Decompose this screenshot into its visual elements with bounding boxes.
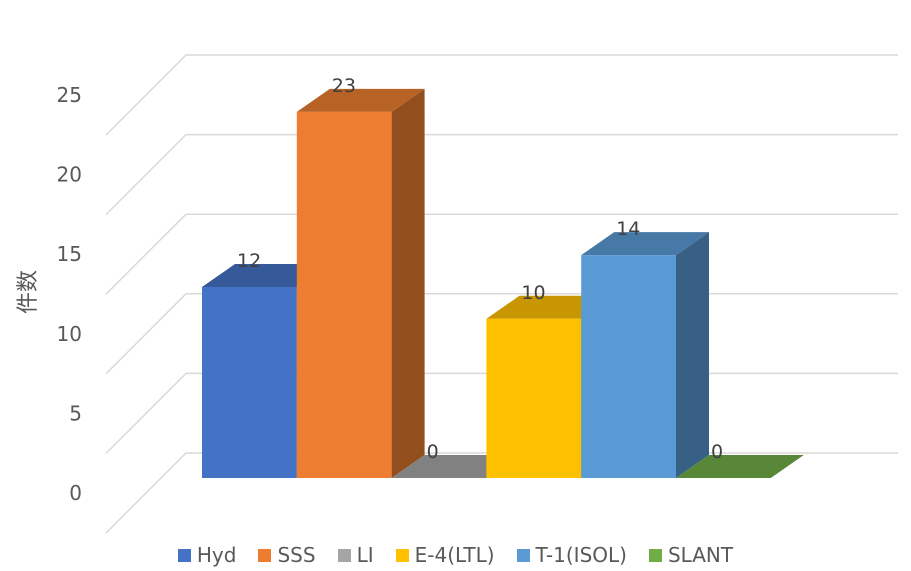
data-label: 10	[521, 282, 545, 304]
legend-item: E-4(LTL)	[395, 541, 495, 569]
data-label: 0	[427, 441, 439, 463]
legend-item: SSS	[258, 541, 316, 569]
y-tick-label: 10	[57, 322, 82, 346]
bar-front	[202, 286, 297, 478]
data-label: 12	[237, 250, 261, 272]
y-tick-label: 5	[69, 401, 82, 425]
data-label: 23	[332, 75, 356, 97]
legend-swatch	[395, 548, 409, 562]
legend-item: T-1(ISOL)	[516, 541, 627, 569]
bar-top	[296, 88, 425, 112]
legend-item: LI	[337, 541, 374, 569]
y-tick-label: 20	[57, 163, 82, 187]
y-tick-label: 0	[69, 481, 82, 505]
legend-item: Hyd	[177, 541, 237, 569]
legend-swatch	[516, 548, 530, 562]
bar-side	[391, 88, 425, 478]
legend: Hyd SSS LI E-4(LTL) T-1(ISOL) SLANT	[0, 541, 911, 569]
gridline-diagonal	[105, 213, 187, 295]
bars	[202, 88, 804, 478]
legend-label: LI	[356, 543, 374, 567]
bar-top	[581, 232, 709, 256]
legend-label: SSS	[277, 543, 316, 567]
y-tick-label: 15	[57, 242, 82, 266]
legend-label: E-4(LTL)	[414, 543, 495, 567]
bar-top	[676, 455, 804, 478]
gridline-diagonal	[105, 372, 187, 454]
bar-t-1-isol-	[581, 232, 709, 478]
data-label: 0	[711, 441, 723, 463]
y-tick-label: 25	[57, 83, 82, 107]
gridline-diagonal	[105, 134, 187, 216]
bar-front	[581, 255, 676, 478]
legend-label: T-1(ISOL)	[535, 543, 627, 567]
legend-label: Hyd	[196, 543, 237, 567]
data-label: 14	[616, 218, 640, 240]
bar-sss	[296, 88, 425, 478]
bar-slant	[676, 455, 804, 478]
legend-swatch	[177, 548, 191, 562]
y-axis-ticks: 0 5 10 15 20 25	[57, 83, 82, 505]
legend-item: SLANT	[648, 541, 734, 569]
bar-side	[676, 232, 709, 478]
bar-front	[296, 111, 392, 478]
legend-swatch	[258, 548, 272, 562]
data-labels: 12 23 0 10 14 0	[237, 75, 723, 463]
gridline-diagonal	[105, 452, 187, 534]
legend-swatch	[648, 548, 662, 562]
y-axis-label: 件数	[16, 270, 41, 314]
legend-label: SLANT	[667, 543, 734, 567]
gridline-diagonal	[105, 54, 187, 136]
gridline-diagonal	[105, 293, 187, 375]
legend-swatch	[337, 548, 351, 562]
bar-front	[486, 318, 582, 478]
